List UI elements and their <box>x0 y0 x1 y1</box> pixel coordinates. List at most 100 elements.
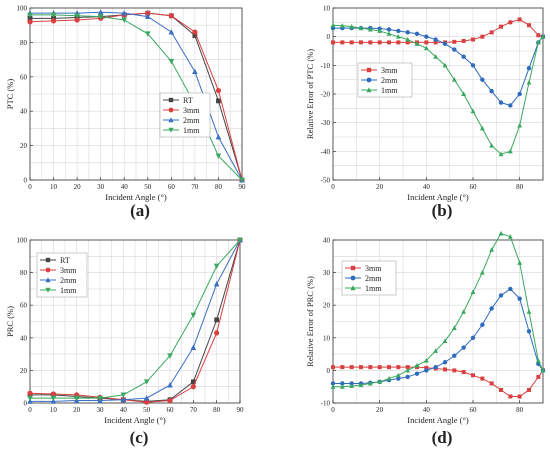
data-point <box>517 296 522 301</box>
x-tick-label: 0 <box>331 183 335 191</box>
x-tick-label: 70 <box>191 183 199 191</box>
data-point <box>517 394 522 399</box>
data-point <box>97 395 103 402</box>
data-point <box>540 34 546 39</box>
data-point <box>489 143 495 148</box>
data-point <box>461 38 466 43</box>
data-point <box>215 153 222 159</box>
x-tick-label: 10 <box>50 183 58 191</box>
x-tick-label: 50 <box>144 183 152 191</box>
legend-marker <box>350 285 356 291</box>
data-point <box>471 373 475 378</box>
legend-entry: 3mm <box>183 106 200 115</box>
data-point <box>498 293 504 298</box>
data-point <box>433 54 439 59</box>
data-point <box>405 367 411 373</box>
x-axis-label: Incident Angle (°) <box>407 192 469 202</box>
data-point <box>414 362 420 368</box>
data-point <box>414 31 420 36</box>
data-point <box>192 29 198 35</box>
data-point <box>74 17 80 23</box>
data-point <box>339 23 345 28</box>
data-point <box>190 344 197 350</box>
data-point <box>50 18 57 24</box>
data-point <box>359 365 363 370</box>
data-point <box>480 77 485 82</box>
data-point <box>368 365 373 370</box>
y-tick-label: 20 <box>323 302 331 310</box>
panel-label: (b) <box>432 201 453 220</box>
plot-frame <box>29 7 243 181</box>
legend-entry: RT <box>183 96 193 105</box>
y-tick-label: -10 <box>321 400 331 408</box>
series-line-3mm <box>29 239 241 403</box>
data-point <box>470 335 476 340</box>
data-point <box>216 98 221 104</box>
data-point <box>358 25 364 31</box>
data-point <box>461 309 467 314</box>
x-tick-label: 20 <box>376 406 384 414</box>
y-tick-label: 80 <box>20 39 28 47</box>
data-point <box>340 365 345 370</box>
data-point <box>498 230 504 236</box>
data-point <box>121 17 128 24</box>
data-point <box>527 23 531 28</box>
y-tick-label: -40 <box>321 148 331 156</box>
data-point <box>535 358 541 363</box>
data-point <box>433 348 439 353</box>
data-point <box>27 390 33 396</box>
data-point <box>143 395 150 401</box>
data-point <box>442 41 448 47</box>
y-axis-label: PTC (%) <box>5 79 15 110</box>
series-line-1mm <box>333 232 544 388</box>
legend-marker <box>168 107 174 113</box>
data-point <box>358 382 364 388</box>
data-point <box>50 12 57 18</box>
series-line-1mm <box>30 239 241 399</box>
data-point <box>349 40 354 45</box>
data-point <box>120 396 127 403</box>
data-point <box>213 281 220 287</box>
y-tick-label: -50 <box>321 177 331 185</box>
data-point <box>214 317 220 323</box>
data-point <box>331 365 335 370</box>
data-point <box>386 27 392 32</box>
y-tick-label: -10 <box>321 62 331 70</box>
data-point <box>167 397 173 404</box>
y-tick-label: 30 <box>323 269 331 277</box>
data-point <box>423 358 429 363</box>
legend-entry: 2mm <box>365 274 382 283</box>
data-point <box>461 345 466 350</box>
plot-frame <box>332 239 544 404</box>
x-axis-label: Incident Angle (°) <box>407 415 469 425</box>
series-1mm <box>330 230 546 389</box>
x-tick-label: 10 <box>50 406 58 414</box>
data-point <box>507 148 513 154</box>
data-point <box>508 394 513 399</box>
plot-frame <box>29 239 241 404</box>
y-tick-label: 40 <box>20 108 28 116</box>
data-point <box>168 13 174 19</box>
x-tick-label: 30 <box>97 406 105 414</box>
data-point <box>536 33 541 38</box>
data-point <box>50 395 57 402</box>
data-point <box>120 392 127 398</box>
data-point <box>97 9 104 15</box>
x-tick-label: 0 <box>28 183 32 191</box>
data-point <box>498 151 504 157</box>
data-point <box>214 330 220 336</box>
legend-entry: 2mm <box>183 116 200 125</box>
data-point <box>27 12 33 18</box>
legend-entry: 2mm <box>381 76 398 85</box>
y-tick-label: 40 <box>323 237 331 245</box>
data-point <box>489 88 494 94</box>
data-point <box>349 383 355 389</box>
y-tick-label: 0 <box>327 367 331 375</box>
x-tick-label: 90 <box>237 406 245 414</box>
data-point <box>536 374 541 379</box>
data-point <box>451 77 457 82</box>
data-point <box>237 237 243 243</box>
x-tick-label: 60 <box>168 183 176 191</box>
